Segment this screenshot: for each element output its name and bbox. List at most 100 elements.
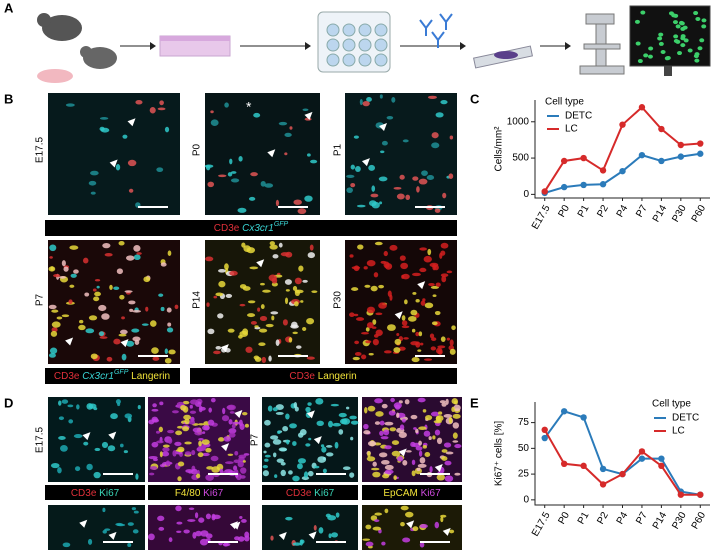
cell xyxy=(441,456,448,461)
cell xyxy=(243,453,250,456)
x-tick-label: P1 xyxy=(576,510,592,526)
cell xyxy=(152,356,160,361)
cell xyxy=(694,52,700,57)
cell xyxy=(167,322,172,327)
data-point xyxy=(697,150,704,157)
x-tick-label: P14 xyxy=(651,510,670,531)
panel-label: E xyxy=(470,395,479,410)
caption-part: EpCAM xyxy=(383,488,417,499)
cell xyxy=(411,357,420,363)
cell xyxy=(437,411,443,415)
cell xyxy=(675,24,681,29)
cell xyxy=(205,513,211,520)
cell xyxy=(384,469,394,475)
cell xyxy=(441,402,447,407)
cell xyxy=(328,420,333,428)
cell xyxy=(381,403,388,409)
data-point xyxy=(541,434,548,442)
cell xyxy=(429,333,435,339)
cell xyxy=(260,180,266,187)
cell xyxy=(124,290,133,293)
caption-part: GFP xyxy=(274,221,289,228)
cell xyxy=(396,332,400,337)
cell xyxy=(176,521,183,525)
cell xyxy=(680,34,686,39)
cell xyxy=(400,521,405,527)
cell xyxy=(695,16,701,21)
cell xyxy=(132,529,139,534)
data-point xyxy=(658,157,665,165)
cell xyxy=(365,541,374,547)
age-label: P30 xyxy=(333,291,344,309)
cell xyxy=(380,150,385,154)
data-point xyxy=(541,426,548,434)
cell xyxy=(434,208,441,213)
cell xyxy=(264,442,271,448)
cell xyxy=(199,406,206,411)
legend-label: LC xyxy=(565,124,578,135)
cell xyxy=(417,397,426,403)
y-tick-label: 50 xyxy=(518,443,530,454)
cell xyxy=(197,452,204,458)
cell xyxy=(164,357,172,364)
cell xyxy=(318,527,324,534)
cell xyxy=(353,135,359,139)
cell xyxy=(368,353,374,356)
cell xyxy=(135,100,143,105)
cell xyxy=(50,462,60,469)
caption: CD3e Cx3cr1GFP xyxy=(214,221,289,234)
cell xyxy=(189,404,193,409)
axis-line xyxy=(534,100,710,199)
cell xyxy=(370,285,378,292)
cell xyxy=(313,525,317,531)
cell xyxy=(132,336,141,342)
cell xyxy=(415,341,421,348)
cell xyxy=(350,164,355,170)
arrowhead xyxy=(109,159,118,168)
cell xyxy=(419,541,425,548)
arrowhead xyxy=(361,158,370,167)
cell xyxy=(99,126,105,132)
x-tick-label: P0 xyxy=(556,203,572,219)
cell xyxy=(127,542,132,548)
cell xyxy=(93,296,100,302)
cell xyxy=(420,300,426,306)
cell xyxy=(284,297,289,305)
arrowhead xyxy=(256,259,265,268)
cell xyxy=(285,289,290,292)
cell xyxy=(217,437,225,442)
wells xyxy=(326,23,388,67)
cell xyxy=(57,467,62,474)
caption-bar xyxy=(190,368,457,384)
cell xyxy=(88,315,98,321)
cell xyxy=(184,451,192,456)
cell xyxy=(239,284,247,289)
cell xyxy=(407,316,417,322)
cell xyxy=(119,294,125,300)
cell xyxy=(366,322,374,329)
cell xyxy=(116,523,126,527)
cell xyxy=(167,250,172,256)
cell xyxy=(374,241,383,246)
cell xyxy=(379,94,383,99)
cell xyxy=(441,449,448,453)
cell xyxy=(400,505,409,511)
cell xyxy=(697,46,703,51)
cell xyxy=(205,256,214,262)
antibodies xyxy=(419,13,453,48)
cell xyxy=(88,180,97,186)
cell xyxy=(440,273,449,278)
cell xyxy=(346,187,353,194)
cell xyxy=(176,530,182,534)
cell xyxy=(383,350,392,354)
arrowhead xyxy=(267,149,276,158)
data-point xyxy=(658,455,665,462)
cell xyxy=(227,172,233,177)
micrograph xyxy=(362,397,462,482)
cell xyxy=(300,539,305,544)
cell xyxy=(366,260,376,267)
cell xyxy=(86,403,94,410)
arrowhead xyxy=(406,520,415,529)
cell xyxy=(128,300,136,305)
cell xyxy=(118,333,127,337)
